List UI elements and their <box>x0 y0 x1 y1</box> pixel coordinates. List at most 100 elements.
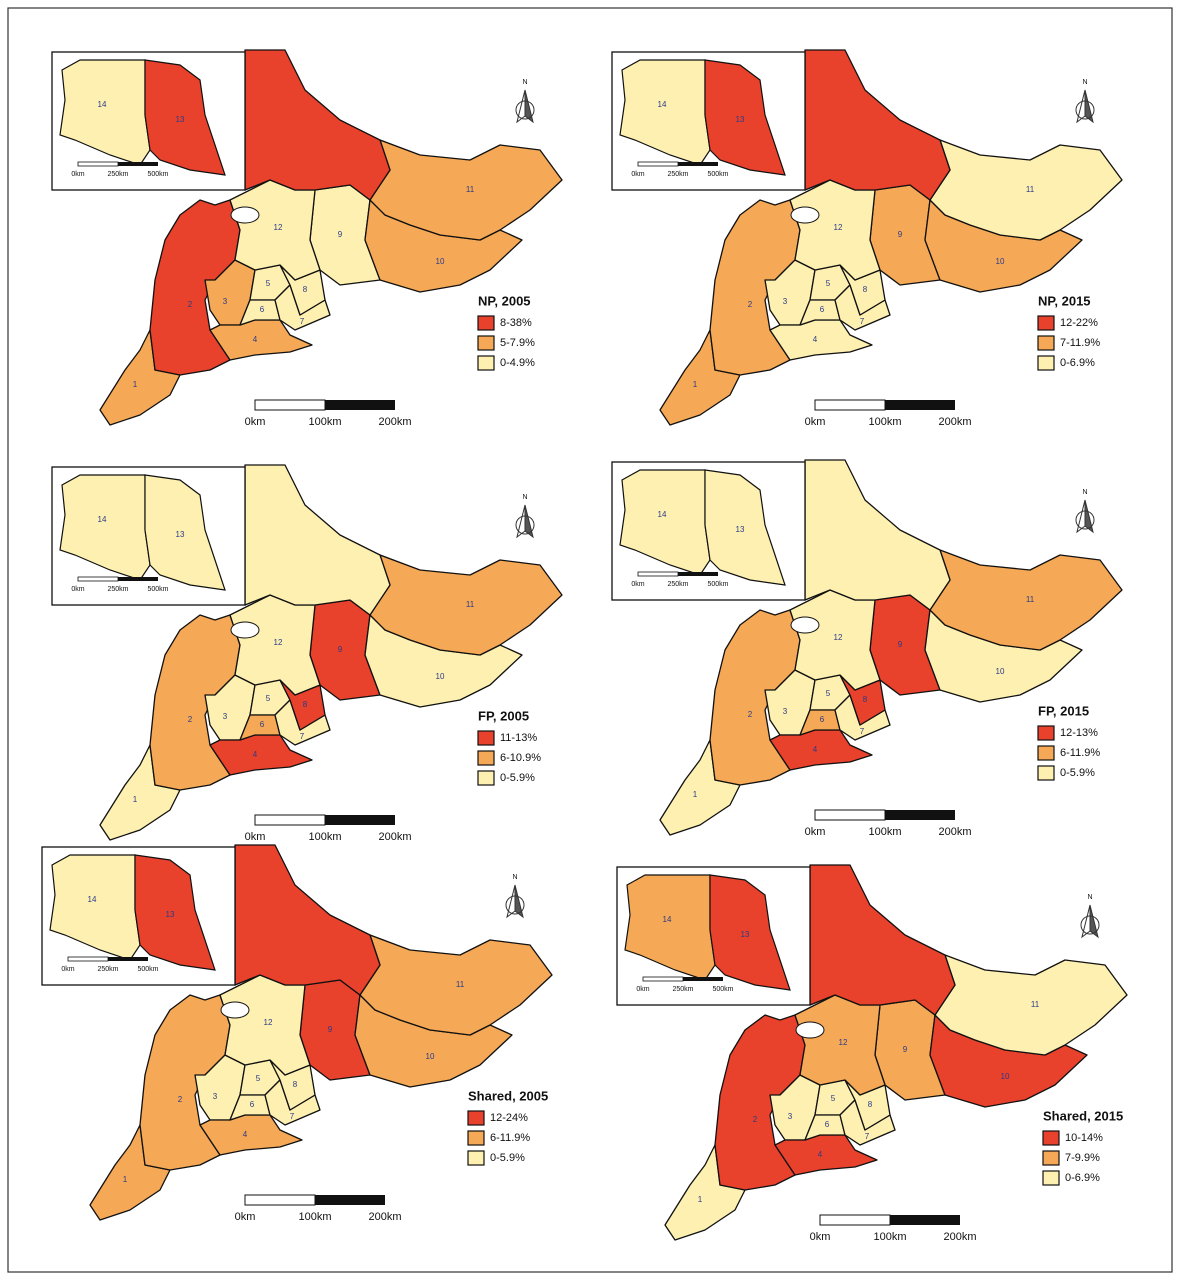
region-label: 13 <box>166 910 175 919</box>
legend-swatch <box>1037 765 1055 781</box>
legend-swatch <box>1042 1150 1060 1166</box>
north-arrow <box>514 884 524 919</box>
scale-label: 200km <box>368 1211 401 1223</box>
region-label: 2 <box>753 1115 758 1124</box>
legend-label: 12-24% <box>490 1112 528 1124</box>
legend-swatch <box>1037 745 1055 761</box>
region-label: 14 <box>663 915 672 924</box>
region-label: 8 <box>293 1080 298 1089</box>
region-label: 10 <box>436 672 445 681</box>
region-label: 12 <box>839 1038 848 1047</box>
region-label: 9 <box>328 1025 333 1034</box>
scale-label: 200km <box>943 1231 976 1243</box>
legend-label: 0-5.9% <box>490 1152 525 1164</box>
north-arrow <box>1084 499 1094 534</box>
region-label: 11 <box>456 980 465 989</box>
scale-label: 200km <box>378 416 411 428</box>
scale-label: 0km <box>805 826 826 838</box>
region-label: 1 <box>123 1175 128 1184</box>
lake <box>790 206 820 224</box>
region-label: 2 <box>188 715 193 724</box>
region-label: 13 <box>176 115 185 124</box>
region-label: 5 <box>826 689 831 698</box>
region-label: 12 <box>834 223 843 232</box>
legend-swatch <box>467 1110 485 1126</box>
region-label: 7 <box>290 1112 295 1121</box>
region-label: 4 <box>243 1130 248 1139</box>
legend-swatch <box>477 335 495 351</box>
region <box>209 734 313 776</box>
legend-title: Shared, 2005 <box>468 1088 548 1103</box>
north-label: N <box>522 79 527 86</box>
region-label: 9 <box>903 1045 908 1054</box>
region <box>769 729 873 771</box>
scale-bar <box>885 810 955 820</box>
legend-swatch <box>1042 1130 1060 1146</box>
legend-label: 6-11.9% <box>490 1132 530 1144</box>
legend-label: 6-10.9% <box>500 752 541 764</box>
region-label: 13 <box>741 930 750 939</box>
legend-label: 0-5.9% <box>500 772 535 784</box>
inset-scale-bar <box>642 976 684 982</box>
scale-label: 0km <box>235 1211 256 1223</box>
region-label: 14 <box>658 510 667 519</box>
region <box>244 49 391 201</box>
legend-swatch <box>1042 1170 1060 1186</box>
north-arrow-ring <box>515 515 535 535</box>
lake <box>230 206 260 224</box>
region <box>144 59 226 176</box>
region-label: 4 <box>253 750 258 759</box>
region-label: 3 <box>213 1092 218 1101</box>
region-label: 2 <box>188 300 193 309</box>
inset-scale-bar <box>683 977 723 981</box>
region <box>229 1094 271 1121</box>
region <box>239 714 281 741</box>
region <box>809 864 956 1016</box>
region-label: 7 <box>300 317 305 326</box>
north-label: N <box>1082 79 1087 86</box>
region-label: 6 <box>260 720 265 729</box>
region-label: 8 <box>868 1100 873 1109</box>
region <box>369 139 563 241</box>
north-arrow <box>1084 89 1094 124</box>
scale-label: 200km <box>938 826 971 838</box>
scale-label: 100km <box>308 831 341 843</box>
legend-label: 11-13% <box>500 732 537 744</box>
legend-swatch <box>477 315 495 331</box>
region-label: 7 <box>300 732 305 741</box>
region-label: 4 <box>813 335 818 344</box>
inset-scale-bar <box>637 571 679 577</box>
inset-scale-bar <box>77 576 119 582</box>
region-label: 2 <box>748 300 753 309</box>
legend-label: 6-11.9% <box>1060 747 1100 759</box>
inset-scale-label: 250km <box>97 966 118 973</box>
north-arrow-ring <box>515 100 535 120</box>
north-arrow <box>524 504 534 539</box>
region-label: 1 <box>693 790 698 799</box>
region-label: 1 <box>693 380 698 389</box>
region <box>244 464 391 616</box>
inset-scale-bar <box>678 162 718 166</box>
legend-title: FP, 2005 <box>478 708 529 723</box>
region-label: 3 <box>783 707 788 716</box>
region <box>929 549 1123 651</box>
legend-label: 0-6.9% <box>1065 1172 1100 1184</box>
legend-label: 0-6.9% <box>1060 357 1095 369</box>
region-label: 5 <box>831 1094 836 1103</box>
region <box>774 1134 878 1176</box>
region-label: 1 <box>698 1195 703 1204</box>
region <box>709 874 791 991</box>
legend-title: FP, 2015 <box>1038 703 1089 718</box>
scale-bar <box>244 1194 316 1206</box>
north-arrow <box>1089 904 1099 939</box>
inset-scale-label: 0km <box>636 986 649 993</box>
region <box>199 1114 303 1156</box>
inset-scale-label: 0km <box>631 581 644 588</box>
region <box>239 299 281 326</box>
region <box>769 319 873 361</box>
region-label: 7 <box>860 317 865 326</box>
scale-label: 100km <box>308 416 341 428</box>
legend-label: 12-22% <box>1060 317 1098 329</box>
scale-label: 100km <box>868 826 901 838</box>
